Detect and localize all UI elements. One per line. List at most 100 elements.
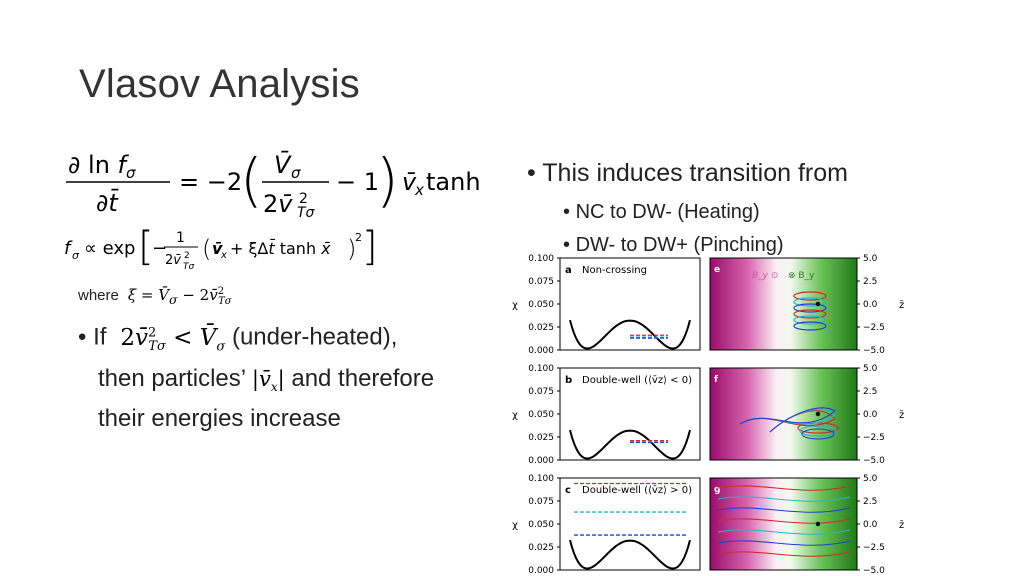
- where-label: where: [78, 287, 119, 304]
- left-tick-label: 0.050: [528, 410, 554, 420]
- equation-f-proportional: f σ ∝ exp [ − 1 2v̄ 2 Tσ ( v̄ x + ξΔt̄ t…: [64, 224, 374, 272]
- right-tick-label: 0.0: [863, 300, 878, 310]
- svg-text:2v̄: 2v̄: [263, 190, 293, 218]
- right-panel-letter: e: [714, 265, 720, 275]
- svg-text:1: 1: [176, 230, 185, 246]
- left-tick-label: 0.025: [528, 433, 554, 443]
- right-axis-label: z̄: [899, 300, 904, 311]
- left-panel-frame: [559, 477, 701, 571]
- bullet-line-3: their energies increase: [98, 405, 341, 433]
- right-axis-label: z̄: [899, 410, 904, 421]
- right-tick-label: 5.0: [863, 474, 878, 484]
- svg-text:∝ exp: ∝ exp: [84, 238, 135, 259]
- equation-dlnf-dt: ∂ ln fσ ∂t̄ = −2 ( V̄ σ 2v̄ 2 Tσ − 1 ) v̄…: [66, 146, 484, 220]
- svg-text:x: x: [220, 250, 227, 261]
- right-tick-label: −5.0: [863, 456, 885, 466]
- condition-math: 2v̄2Tσ < V̄σ: [113, 324, 226, 355]
- right-tick-label: −2.5: [863, 433, 885, 443]
- field-label-by-in: ⊗ B_y: [788, 271, 815, 281]
- particle-marker: [815, 521, 821, 527]
- right-bullet-text: This induces transition from: [542, 159, 848, 187]
- svg-text:): ): [347, 235, 356, 263]
- sub-bullet-text: NC to DW- (Heating): [575, 201, 760, 223]
- orbit: [717, 485, 851, 491]
- left-tick-label: 0.050: [528, 300, 554, 310]
- left-tick-label: 0.025: [528, 543, 554, 553]
- right-tick-label: −2.5: [863, 543, 885, 553]
- condition-text: (under-heated),: [231, 323, 398, 351]
- bullet-line-1: • If 2v̄2Tσ < V̄σ (under-heated),: [78, 317, 498, 363]
- orbit: [793, 297, 827, 307]
- svg-text:+ ξΔt̄ tanh x̄: + ξΔt̄ tanh x̄: [230, 239, 331, 258]
- orbit: [793, 321, 827, 331]
- left-bullet: • If 2v̄2Tσ < V̄σ (under-heated), then p…: [78, 317, 498, 435]
- svg-text:(: (: [202, 235, 211, 263]
- svg-text:2: 2: [299, 191, 308, 207]
- sub-bullet-dot: •: [563, 234, 576, 256]
- svg-text:tanh x̄: tanh x̄: [426, 168, 484, 196]
- orbit: [717, 507, 851, 513]
- right-tick-label: 5.0: [863, 254, 878, 264]
- panel-letter: a: [565, 265, 572, 276]
- bullet-dot: •: [527, 159, 536, 187]
- left-axis-label: χ: [512, 410, 518, 421]
- where-definition: where ξ = V̄σ − 2v̄2Tσ: [78, 286, 232, 307]
- potential-curve: [569, 539, 691, 570]
- field-label-by-out: B_y ⊙: [752, 271, 778, 281]
- left-tick-label: 0.000: [528, 566, 554, 576]
- potential-curve: [569, 319, 691, 350]
- svg-text:x: x: [414, 181, 424, 199]
- line2-a: then particles’: [98, 365, 246, 393]
- orbit: [739, 407, 836, 433]
- line2-b: and therefore: [291, 365, 435, 393]
- svg-text:v̄: v̄: [212, 239, 223, 258]
- left-tick-label: 0.075: [528, 497, 554, 507]
- orbit: [717, 496, 851, 502]
- left-axis-label: χ: [512, 300, 518, 311]
- svg-text:(: (: [240, 146, 263, 214]
- right-tick-label: 0.0: [863, 410, 878, 420]
- orbit: [717, 540, 851, 546]
- potential-curve: [569, 429, 691, 460]
- orbit: [799, 425, 837, 437]
- orbit: [793, 315, 827, 325]
- orbit: [793, 303, 827, 313]
- left-tick-label: 0.025: [528, 323, 554, 333]
- bullet-line-2: then particles’ |v̄x| and therefore: [78, 363, 498, 403]
- panel-letter: b: [565, 375, 572, 386]
- right-axis-label: z̄: [899, 520, 904, 531]
- svg-text:f: f: [64, 238, 73, 259]
- left-tick-label: 0.100: [528, 254, 554, 264]
- panel-label: Double-well (⟨v̄z⟩ > 0): [582, 485, 692, 496]
- orbit: [801, 428, 835, 440]
- right-tick-label: 0.0: [863, 520, 878, 530]
- field-panel: [709, 477, 858, 571]
- right-tick-label: −5.0: [863, 346, 885, 356]
- svg-text:]: ]: [362, 224, 374, 270]
- sub-bullet-heating: • NC to DW- (Heating): [563, 196, 760, 228]
- sub-bullet-text: DW- to DW+ (Pinching): [575, 234, 784, 256]
- svg-text:∂ ln fσ: ∂ ln fσ: [68, 151, 136, 182]
- svg-text:σ: σ: [72, 249, 80, 262]
- right-panel-letter: g: [714, 485, 720, 495]
- sub-bullet-pinching: • DW- to DW+ (Pinching): [563, 229, 784, 261]
- svg-text:): ): [376, 146, 399, 214]
- svg-text:Tσ: Tσ: [183, 262, 194, 272]
- svg-text:Tσ: Tσ: [297, 205, 316, 220]
- left-tick-label: 0.000: [528, 346, 554, 356]
- svg-text:= −2: = −2: [179, 168, 242, 196]
- left-tick-label: 0.100: [528, 474, 554, 484]
- svg-text:2: 2: [355, 231, 362, 244]
- left-tick-label: 0.000: [528, 456, 554, 466]
- sub-bullet-dot: •: [563, 201, 576, 223]
- svg-text:2v̄: 2v̄: [165, 253, 181, 268]
- panel-label: Double-well (⟨v̄z⟩ < 0): [582, 375, 692, 386]
- svg-text:− 1: − 1: [336, 168, 379, 196]
- bullet-dot: •: [78, 323, 87, 351]
- right-tick-label: 2.5: [863, 277, 877, 287]
- field-panel: [709, 257, 858, 351]
- svg-text:2: 2: [184, 251, 190, 261]
- right-tick-label: 5.0: [863, 364, 878, 374]
- abs-vx-math: |v̄x|: [251, 367, 285, 395]
- left-tick-label: 0.075: [528, 387, 554, 397]
